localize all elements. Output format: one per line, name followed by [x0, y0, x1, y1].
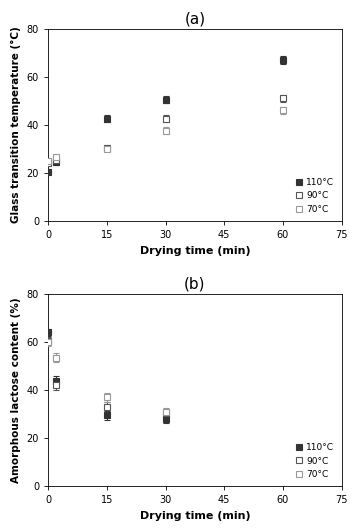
- Title: (b): (b): [184, 277, 206, 292]
- Title: (a): (a): [184, 11, 205, 26]
- Y-axis label: Glass transition temperature (°C): Glass transition temperature (°C): [11, 27, 21, 223]
- X-axis label: Drying time (min): Drying time (min): [140, 511, 250, 521]
- Legend: 110°C, 90°C, 70°C: 110°C, 90°C, 70°C: [293, 440, 337, 482]
- Legend: 110°C, 90°C, 70°C: 110°C, 90°C, 70°C: [293, 175, 337, 217]
- Y-axis label: Amorphous lactose content (%): Amorphous lactose content (%): [11, 297, 21, 483]
- X-axis label: Drying time (min): Drying time (min): [140, 246, 250, 255]
